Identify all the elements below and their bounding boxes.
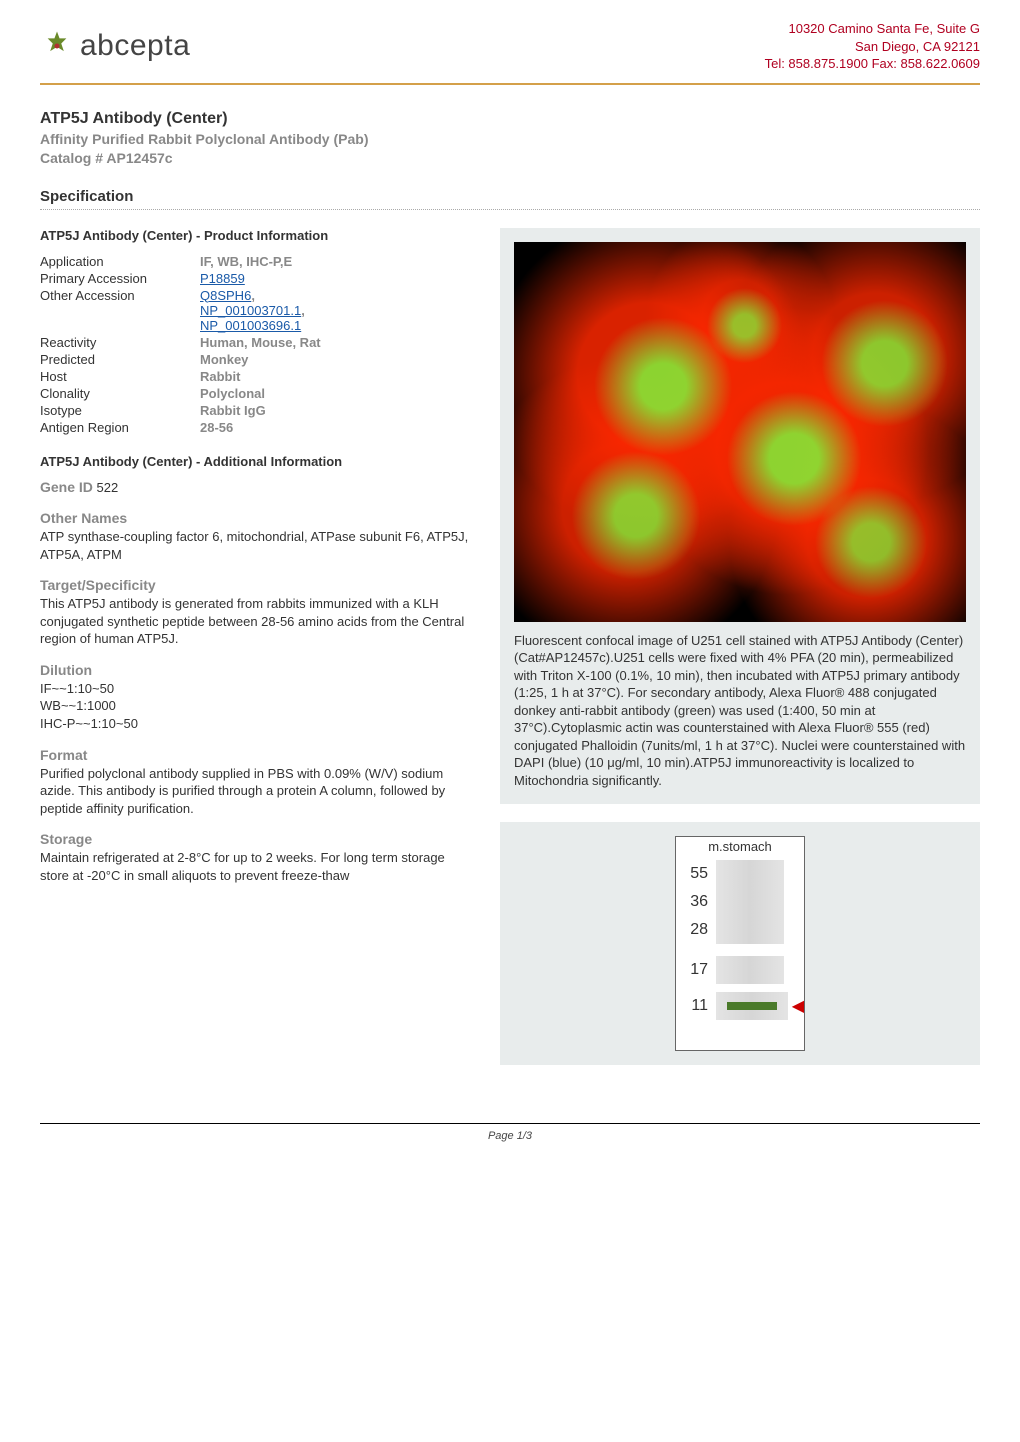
wb-lane — [716, 888, 784, 916]
figure-1-panel: Fluorescent confocal image of U251 cell … — [500, 228, 980, 804]
company-address: 10320 Camino Santa Fe, Suite G San Diego… — [765, 20, 980, 73]
kv-key: Predicted — [40, 351, 200, 368]
info-label: Gene ID — [40, 479, 93, 495]
info-label: Dilution — [40, 662, 470, 678]
kv-key: Reactivity — [40, 334, 200, 351]
kv-val: Rabbit IgG — [200, 402, 470, 419]
info-value: Purified polyclonal antibody supplied in… — [40, 765, 470, 818]
info-label: Storage — [40, 831, 470, 847]
product-title: ATP5J Antibody (Center) — [40, 110, 980, 128]
logo-icon — [40, 29, 74, 63]
kv-val: Rabbit — [200, 368, 470, 385]
arrow-icon: ◀ — [788, 996, 804, 1016]
kv-val: Human, Mouse, Rat — [200, 334, 470, 351]
wb-marker: 17 — [676, 961, 716, 979]
table-row: Other Accession Q8SPH6, NP_001003701.1, … — [40, 287, 470, 334]
page-footer: Page 1/3 — [40, 1123, 980, 1142]
page-header: abcepta 10320 Camino Santa Fe, Suite G S… — [40, 20, 980, 85]
col-left: ATP5J Antibody (Center) - Product Inform… — [40, 228, 470, 1083]
address-line: 10320 Camino Santa Fe, Suite G — [765, 20, 980, 38]
address-line: Tel: 858.875.1900 Fax: 858.622.0609 — [765, 55, 980, 73]
info-label: Target/Specificity — [40, 577, 470, 593]
page-number: Page 1/3 — [488, 1130, 532, 1142]
logo-block: abcepta — [40, 29, 190, 63]
kv-key: Isotype — [40, 402, 200, 419]
additional-info-hdr: ATP5J Antibody (Center) - Additional Inf… — [40, 454, 470, 469]
wb-row: 36 — [676, 888, 804, 916]
info-gene-id: Gene ID 522 — [40, 479, 470, 497]
kv-val: IF, WB, IHC-P,E — [200, 253, 470, 270]
col-right: Fluorescent confocal image of U251 cell … — [500, 228, 980, 1083]
wb-marker: 55 — [676, 865, 716, 883]
info-value: IHC-P~~1:10~50 — [40, 715, 470, 733]
wb-lane-header: m.stomach — [676, 837, 804, 860]
accession-link[interactable]: P18859 — [200, 271, 245, 286]
accession-link[interactable]: NP_001003696.1 — [200, 318, 301, 333]
kv-key: Primary Accession — [40, 270, 200, 287]
kv-key: Clonality — [40, 385, 200, 402]
figure-2-wb-image: m.stomach 55 36 28 17 11 ◀ — [675, 836, 805, 1051]
wb-lane — [716, 956, 784, 984]
sep: , — [301, 303, 305, 318]
info-target: Target/Specificity This ATP5J antibody i… — [40, 577, 470, 648]
figure-1-image — [514, 242, 966, 622]
wb-marker: 11 — [676, 997, 716, 1015]
section-specification: Specification — [40, 188, 980, 210]
info-value: IF~~1:10~50 — [40, 680, 470, 698]
logo-text: abcepta — [80, 29, 190, 63]
kv-key: Other Accession — [40, 287, 200, 334]
kv-val: Q8SPH6, NP_001003701.1, NP_001003696.1 — [200, 287, 470, 334]
table-row: Isotype Rabbit IgG — [40, 402, 470, 419]
accession-link[interactable]: NP_001003701.1 — [200, 303, 301, 318]
info-label: Other Names — [40, 510, 470, 526]
table-row: Host Rabbit — [40, 368, 470, 385]
table-row: Reactivity Human, Mouse, Rat — [40, 334, 470, 351]
figure-2-panel: m.stomach 55 36 28 17 11 ◀ — [500, 822, 980, 1065]
info-value: This ATP5J antibody is generated from ra… — [40, 595, 470, 648]
wb-band — [727, 1002, 777, 1010]
table-row: Predicted Monkey — [40, 351, 470, 368]
table-row: Clonality Polyclonal — [40, 385, 470, 402]
figure-1-caption: Fluorescent confocal image of U251 cell … — [514, 632, 966, 790]
product-info-hdr: ATP5J Antibody (Center) - Product Inform… — [40, 228, 470, 243]
kv-val: 28-56 — [200, 419, 470, 436]
address-line: San Diego, CA 92121 — [765, 38, 980, 56]
accession-link[interactable]: Q8SPH6 — [200, 288, 251, 303]
table-row: Primary Accession P18859 — [40, 270, 470, 287]
info-value: WB~~1:1000 — [40, 697, 470, 715]
info-value: Maintain refrigerated at 2-8°C for up to… — [40, 849, 470, 884]
table-row: Application IF, WB, IHC-P,E — [40, 253, 470, 270]
info-dilution: Dilution IF~~1:10~50 WB~~1:1000 IHC-P~~1… — [40, 662, 470, 733]
table-row: Antigen Region 28-56 — [40, 419, 470, 436]
info-format: Format Purified polyclonal antibody supp… — [40, 747, 470, 818]
info-label: Format — [40, 747, 470, 763]
wb-marker: 36 — [676, 893, 716, 911]
wb-row: 17 — [676, 956, 804, 984]
product-info-table: Application IF, WB, IHC-P,E Primary Acce… — [40, 253, 470, 436]
content-columns: ATP5J Antibody (Center) - Product Inform… — [40, 228, 980, 1083]
info-other-names: Other Names ATP synthase-coupling factor… — [40, 510, 470, 563]
info-value: ATP synthase-coupling factor 6, mitochon… — [40, 528, 470, 563]
wb-row: 28 — [676, 916, 804, 944]
kv-val: Polyclonal — [200, 385, 470, 402]
wb-lane — [716, 916, 784, 944]
wb-lane — [716, 992, 788, 1020]
info-storage: Storage Maintain refrigerated at 2-8°C f… — [40, 831, 470, 884]
wb-row: 55 — [676, 860, 804, 888]
kv-key: Application — [40, 253, 200, 270]
wb-lane — [716, 860, 784, 888]
kv-key: Antigen Region — [40, 419, 200, 436]
kv-val: P18859 — [200, 270, 470, 287]
product-subtitle: Affinity Purified Rabbit Polyclonal Anti… — [40, 131, 980, 147]
kv-val: Monkey — [200, 351, 470, 368]
product-catalog: Catalog # AP12457c — [40, 150, 980, 166]
wb-row: 11 ◀ — [676, 992, 804, 1020]
kv-key: Host — [40, 368, 200, 385]
sep: , — [251, 288, 255, 303]
wb-marker: 28 — [676, 921, 716, 939]
info-value: 522 — [93, 480, 118, 495]
